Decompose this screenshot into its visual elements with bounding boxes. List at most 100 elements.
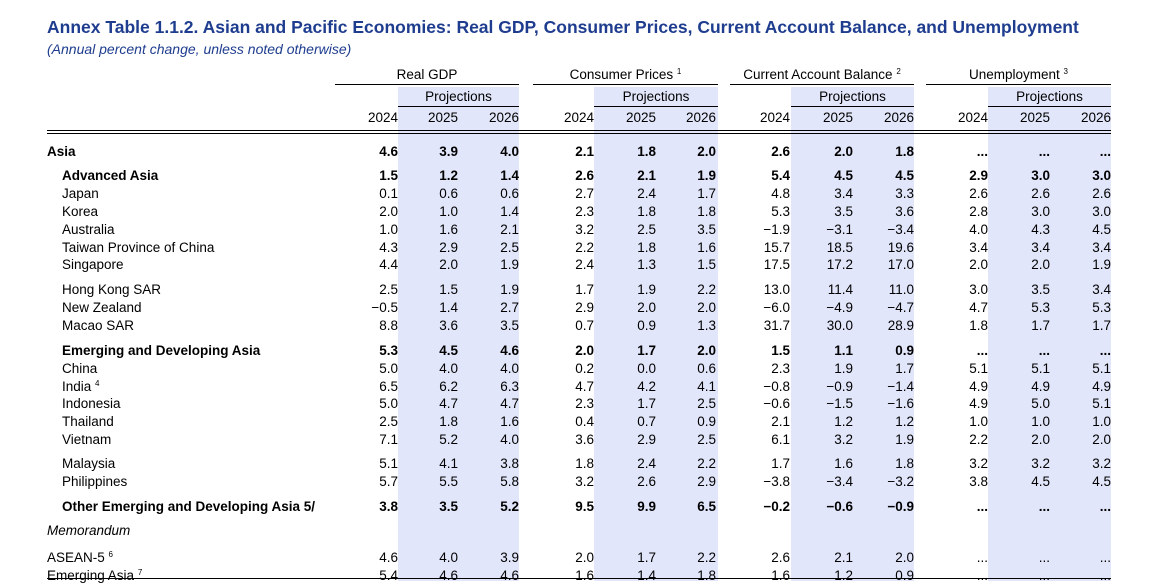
projections-rule xyxy=(791,106,914,107)
table-cell: 13.0 xyxy=(763,282,790,297)
table-cell: 4.3 xyxy=(379,240,398,255)
table-cell: 2.5 xyxy=(379,282,398,297)
table-cell: −1.9 xyxy=(763,222,790,237)
row-label-text: India xyxy=(62,379,92,394)
table-cell: 4.0 xyxy=(439,550,458,565)
year-header: 2025 xyxy=(822,110,853,125)
footnote-marker: 6 xyxy=(108,550,113,559)
table-cell: 2.4 xyxy=(637,186,656,201)
footnote-marker: 4 xyxy=(95,379,100,388)
table-cell: 5.4 xyxy=(379,568,398,583)
table-cell: 5.1 xyxy=(1092,396,1111,411)
row-label: Taiwan Province of China xyxy=(62,240,214,256)
table-cell: 2.8 xyxy=(969,204,988,219)
table-cell: 0.4 xyxy=(575,414,594,429)
table-cell: 2.0 xyxy=(697,300,716,315)
table-cell: 3.6 xyxy=(575,432,594,447)
table-cell: 3.2 xyxy=(834,432,853,447)
table-cell: 0.7 xyxy=(575,318,594,333)
footnote-marker: 2 xyxy=(896,67,901,76)
year-header: 2024 xyxy=(759,110,790,125)
table-cell: 3.8 xyxy=(500,456,519,471)
table-cell: 4.1 xyxy=(439,456,458,471)
table-cell: 3.2 xyxy=(575,474,594,489)
table-cell: −4.9 xyxy=(826,300,853,315)
table-cell: 4.5 xyxy=(1031,474,1050,489)
projections-label: Projections xyxy=(819,89,886,104)
table-cell: 3.0 xyxy=(1092,168,1111,183)
table-cell: 4.5 xyxy=(1092,222,1111,237)
year-header: 2025 xyxy=(1019,110,1050,125)
table-cell: 30.0 xyxy=(826,318,853,333)
row-label-text: Japan xyxy=(62,186,99,201)
table-cell: 3.8 xyxy=(969,474,988,489)
table-cell: 2.0 xyxy=(439,257,458,272)
table-cell: 2.0 xyxy=(1092,432,1111,447)
table-cell: 5.7 xyxy=(379,474,398,489)
projection-shading xyxy=(791,87,914,581)
table-cell: −1.5 xyxy=(826,396,853,411)
group-header: Consumer Prices 1 xyxy=(570,67,682,83)
row-label: China xyxy=(62,361,97,377)
table-cell: ... xyxy=(1038,550,1050,565)
table-cell: 1.9 xyxy=(895,432,914,447)
table-cell: 5.0 xyxy=(379,396,398,411)
table-cell: 5.1 xyxy=(969,361,988,376)
group-header: Current Account Balance 2 xyxy=(743,67,901,83)
table-cell: 4.0 xyxy=(500,144,519,159)
table-cell: 6.3 xyxy=(500,379,519,394)
table-cell: 4.6 xyxy=(439,568,458,583)
table-cell: 1.0 xyxy=(379,222,398,237)
table-cell: 4.0 xyxy=(500,361,519,376)
table-cell: 1.3 xyxy=(637,257,656,272)
table-cell: 0.1 xyxy=(379,186,398,201)
table-cell: 2.3 xyxy=(575,204,594,219)
table-cell: 28.9 xyxy=(887,318,914,333)
projections-label: Projections xyxy=(622,89,690,104)
table-cell: 1.8 xyxy=(439,414,458,429)
row-label: Korea xyxy=(62,204,98,220)
table-cell: 1.7 xyxy=(1031,318,1050,333)
row-label: Other Emerging and Developing Asia 5/ xyxy=(62,499,315,515)
table-cell: 0.0 xyxy=(637,361,656,376)
projection-shading xyxy=(398,87,519,581)
table-cell: 1.4 xyxy=(500,204,519,219)
table-cell: 6.1 xyxy=(771,432,790,447)
table-cell: 1.4 xyxy=(500,168,519,183)
row-label: India 4 xyxy=(62,379,100,395)
row-label-text: Advanced Asia xyxy=(62,168,159,183)
table-cell: 1.2 xyxy=(895,414,914,429)
table-cell: −0.9 xyxy=(887,499,914,514)
table-cell: 1.4 xyxy=(637,568,656,583)
group-header-label: Real GDP xyxy=(396,67,458,82)
table-cell: 2.0 xyxy=(697,343,716,358)
table-cell: −0.5 xyxy=(371,300,398,315)
row-label: Japan xyxy=(62,186,99,202)
table-cell: 2.5 xyxy=(697,396,716,411)
table-cell: 2.9 xyxy=(969,168,988,183)
row-label: Emerging and Developing Asia xyxy=(62,343,260,359)
table-cell: 1.8 xyxy=(637,204,656,219)
year-header: 2026 xyxy=(883,110,914,125)
table-cell: −6.0 xyxy=(763,300,790,315)
year-header: 2026 xyxy=(1080,110,1111,125)
table-cell: 4.7 xyxy=(969,300,988,315)
table-cell: 1.8 xyxy=(697,204,716,219)
table-cell: 2.2 xyxy=(575,240,594,255)
table-cell: 1.9 xyxy=(697,168,716,183)
table-cell: 5.1 xyxy=(1031,361,1050,376)
table-cell: 18.5 xyxy=(826,240,853,255)
row-label-text: Philippines xyxy=(62,474,128,489)
table-cell: −3.1 xyxy=(826,222,853,237)
year-header: 2024 xyxy=(957,110,988,125)
table-cell: 3.4 xyxy=(834,186,853,201)
table-cell: 9.9 xyxy=(637,499,656,514)
table-cell: 2.2 xyxy=(697,456,716,471)
table-cell: 0.6 xyxy=(500,186,519,201)
table-cell: 2.0 xyxy=(697,144,716,159)
table-cell: 5.0 xyxy=(1031,396,1050,411)
row-label-text: Thailand xyxy=(62,414,114,429)
row-label: Asia xyxy=(47,144,76,160)
table-cell: −1.4 xyxy=(887,379,914,394)
table-cell: 6.5 xyxy=(379,379,398,394)
